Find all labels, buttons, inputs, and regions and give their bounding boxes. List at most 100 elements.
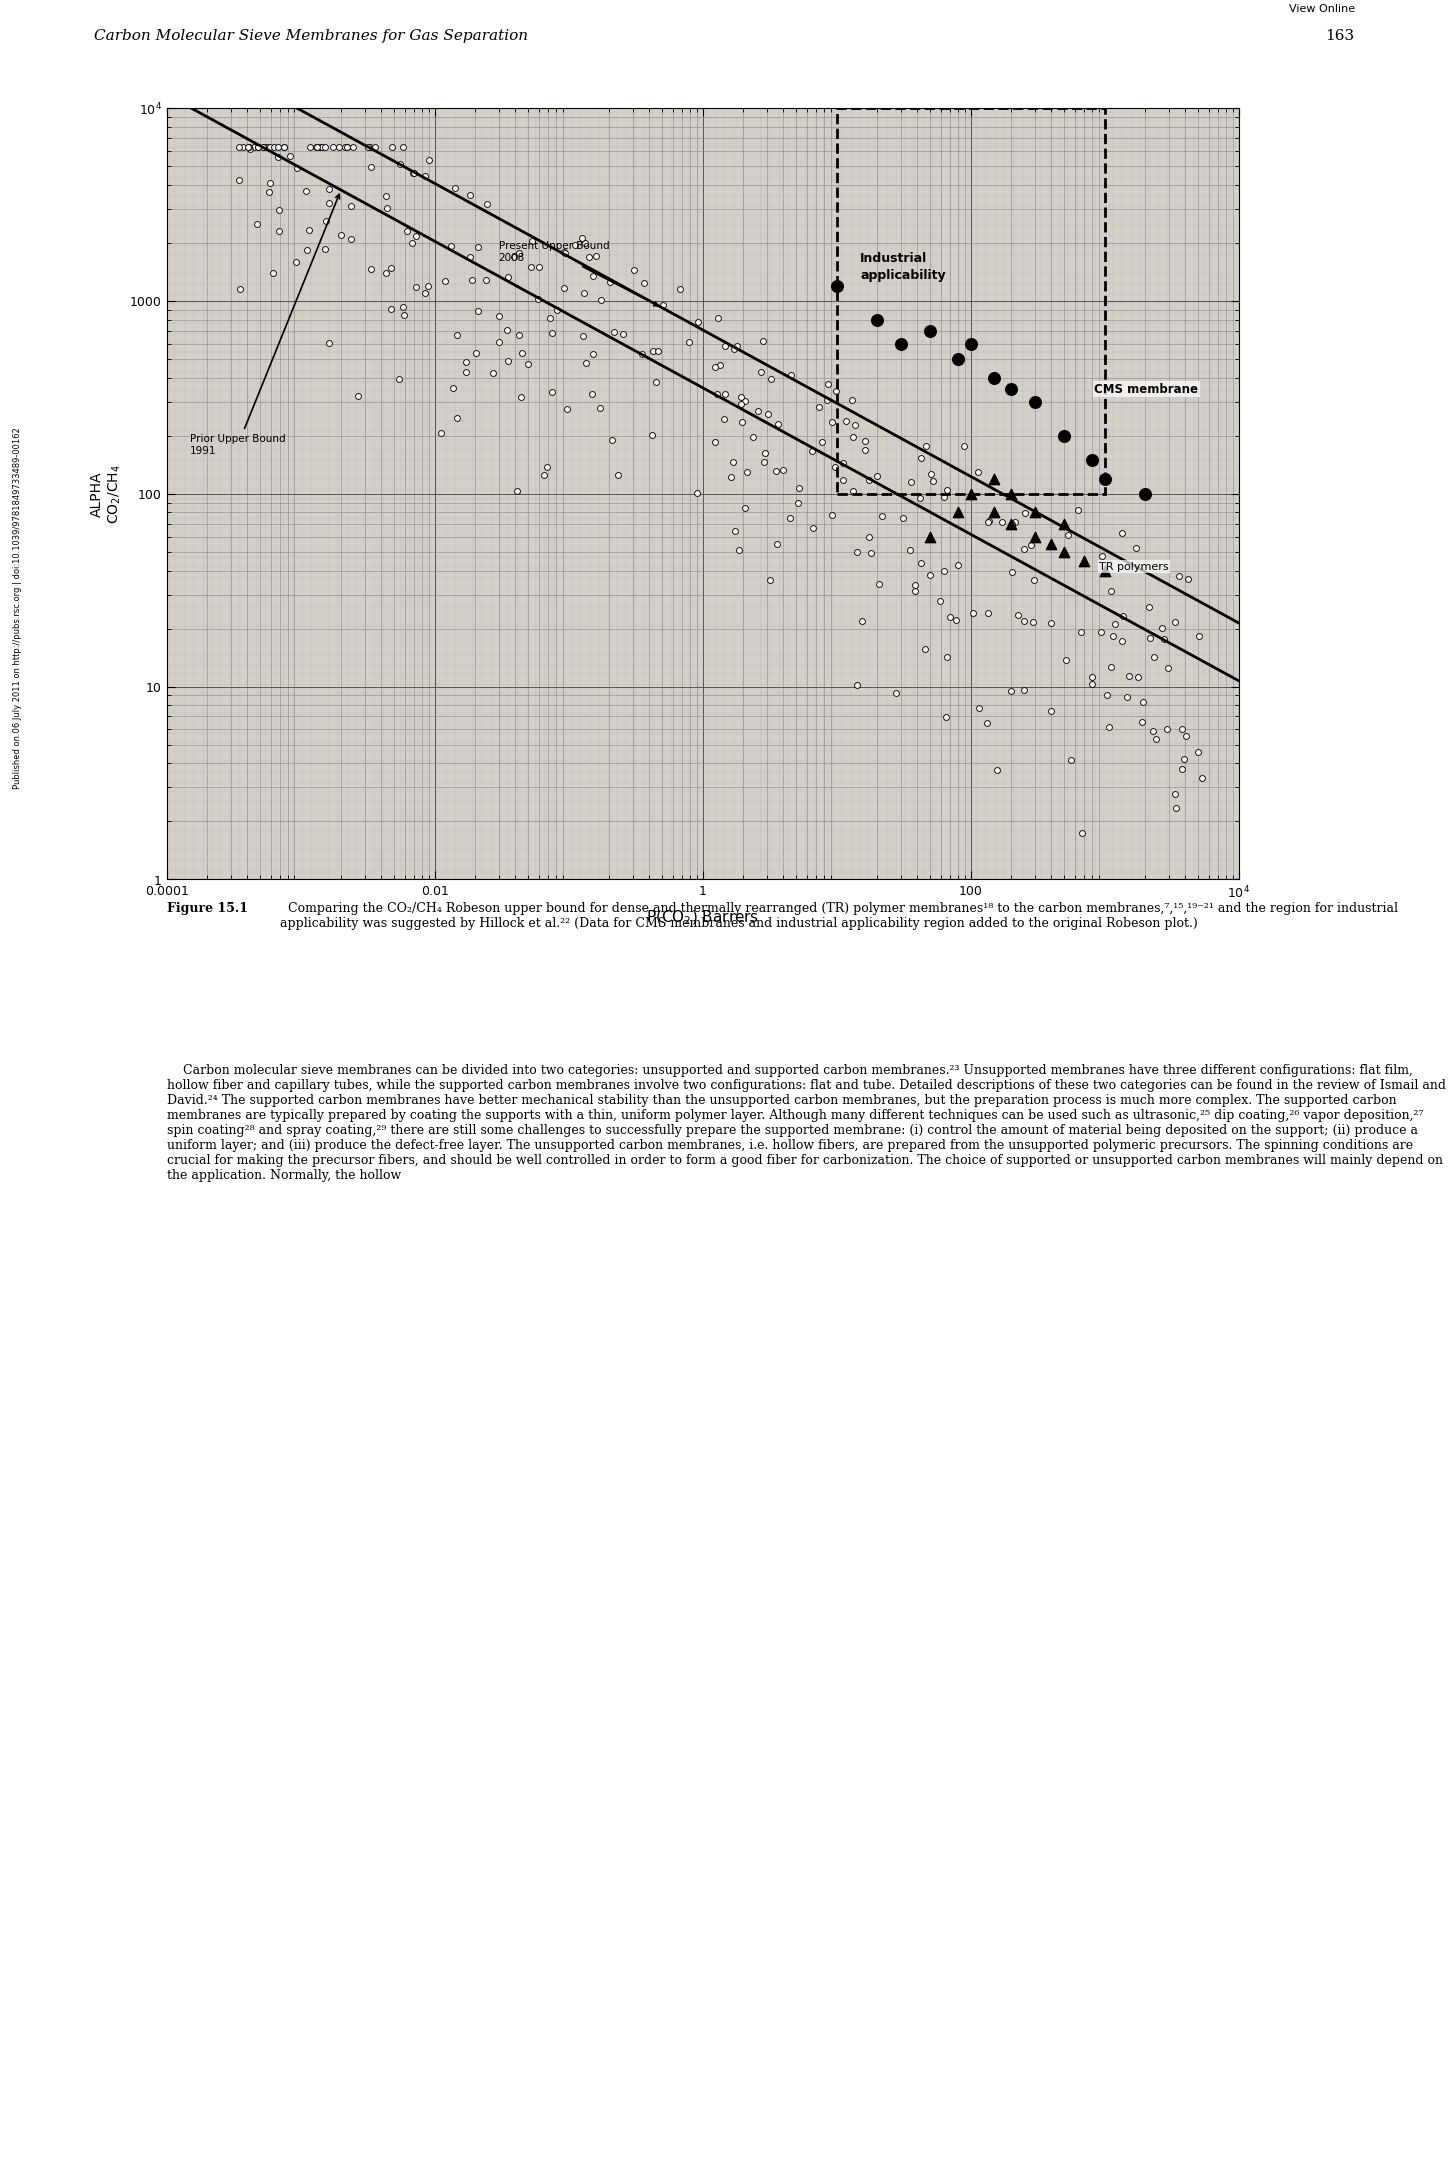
Point bbox=[573, 345, 597, 380]
Point bbox=[977, 504, 1001, 539]
Point bbox=[1150, 610, 1173, 645]
Point bbox=[1099, 573, 1122, 608]
Point bbox=[728, 387, 752, 421]
Point bbox=[453, 345, 476, 380]
Point bbox=[466, 230, 489, 265]
Point bbox=[824, 374, 847, 408]
Point bbox=[563, 228, 586, 263]
Point bbox=[607, 458, 630, 493]
Point bbox=[640, 417, 663, 452]
Point bbox=[502, 239, 526, 274]
Point bbox=[652, 289, 675, 324]
Point bbox=[416, 269, 439, 304]
Point bbox=[914, 430, 937, 465]
Point bbox=[736, 454, 759, 489]
Text: Comparing the CO₂/CH₄ Robeson upper bound for dense and thermally rearranged (TR: Comparing the CO₂/CH₄ Robeson upper boun… bbox=[279, 901, 1397, 930]
Point bbox=[1038, 695, 1061, 730]
Point bbox=[285, 152, 308, 187]
Point bbox=[556, 391, 579, 426]
Point bbox=[552, 272, 575, 306]
Point bbox=[336, 130, 359, 165]
Point bbox=[723, 515, 746, 550]
Point bbox=[308, 130, 332, 165]
Point bbox=[582, 337, 605, 371]
Point bbox=[885, 675, 908, 710]
Point bbox=[815, 367, 838, 402]
Point bbox=[430, 417, 453, 452]
Point bbox=[846, 534, 869, 569]
Point bbox=[853, 434, 876, 469]
Point bbox=[1187, 619, 1211, 654]
Point bbox=[918, 558, 941, 593]
Point bbox=[765, 526, 788, 560]
Point bbox=[919, 456, 943, 491]
Point bbox=[414, 159, 437, 193]
Point bbox=[918, 313, 941, 348]
Point bbox=[346, 378, 369, 413]
Text: Carbon Molecular Sieve Membranes for Gas Separation: Carbon Molecular Sieve Membranes for Gas… bbox=[94, 28, 529, 43]
Point bbox=[1115, 680, 1138, 715]
Point bbox=[588, 391, 611, 426]
Point bbox=[1129, 706, 1153, 741]
Point bbox=[375, 191, 398, 226]
Point bbox=[510, 337, 533, 371]
Point bbox=[515, 348, 539, 382]
Point bbox=[1100, 619, 1124, 654]
Point bbox=[944, 604, 967, 639]
Point bbox=[1080, 443, 1103, 478]
Point bbox=[375, 256, 398, 291]
Point bbox=[982, 460, 1005, 495]
Text: View Online: View Online bbox=[1287, 4, 1354, 15]
Point bbox=[770, 454, 794, 489]
Point bbox=[246, 130, 269, 165]
Point bbox=[258, 130, 281, 165]
Point bbox=[1163, 606, 1186, 641]
Point bbox=[982, 495, 1005, 530]
Point bbox=[266, 213, 290, 248]
Point bbox=[1053, 506, 1076, 541]
Point bbox=[571, 319, 594, 354]
Point bbox=[237, 132, 261, 167]
Point bbox=[284, 245, 307, 280]
Point bbox=[306, 130, 329, 165]
Point bbox=[668, 272, 691, 306]
Point bbox=[921, 465, 944, 500]
Point bbox=[831, 445, 854, 480]
Point bbox=[935, 641, 959, 675]
Point bbox=[553, 237, 576, 272]
Point bbox=[640, 334, 663, 369]
Point bbox=[727, 532, 750, 567]
Point bbox=[297, 213, 320, 248]
Point bbox=[252, 130, 275, 165]
Point bbox=[581, 378, 604, 413]
Text: 163: 163 bbox=[1325, 28, 1354, 43]
Point bbox=[946, 547, 969, 582]
Point bbox=[1164, 791, 1187, 825]
Point bbox=[756, 397, 779, 432]
Point bbox=[334, 130, 358, 165]
Point bbox=[867, 567, 891, 602]
Point bbox=[359, 252, 382, 287]
Point bbox=[976, 595, 999, 630]
Point bbox=[820, 497, 843, 532]
Point bbox=[327, 130, 350, 165]
Point bbox=[342, 130, 365, 165]
Bar bbox=[837, 109, 1103, 495]
Point bbox=[850, 604, 873, 639]
Point bbox=[1070, 817, 1093, 851]
Point bbox=[644, 365, 668, 400]
Point bbox=[460, 263, 484, 298]
Point bbox=[685, 304, 708, 339]
Point bbox=[1014, 495, 1037, 530]
Point bbox=[358, 130, 381, 165]
Point bbox=[520, 224, 543, 258]
Point bbox=[966, 454, 989, 489]
Point bbox=[417, 143, 440, 178]
Point bbox=[705, 378, 728, 413]
Point bbox=[1170, 712, 1193, 747]
Point bbox=[1167, 558, 1190, 593]
Point bbox=[1190, 760, 1213, 795]
Point bbox=[1053, 534, 1076, 569]
Point bbox=[633, 265, 656, 300]
Point bbox=[552, 235, 575, 269]
